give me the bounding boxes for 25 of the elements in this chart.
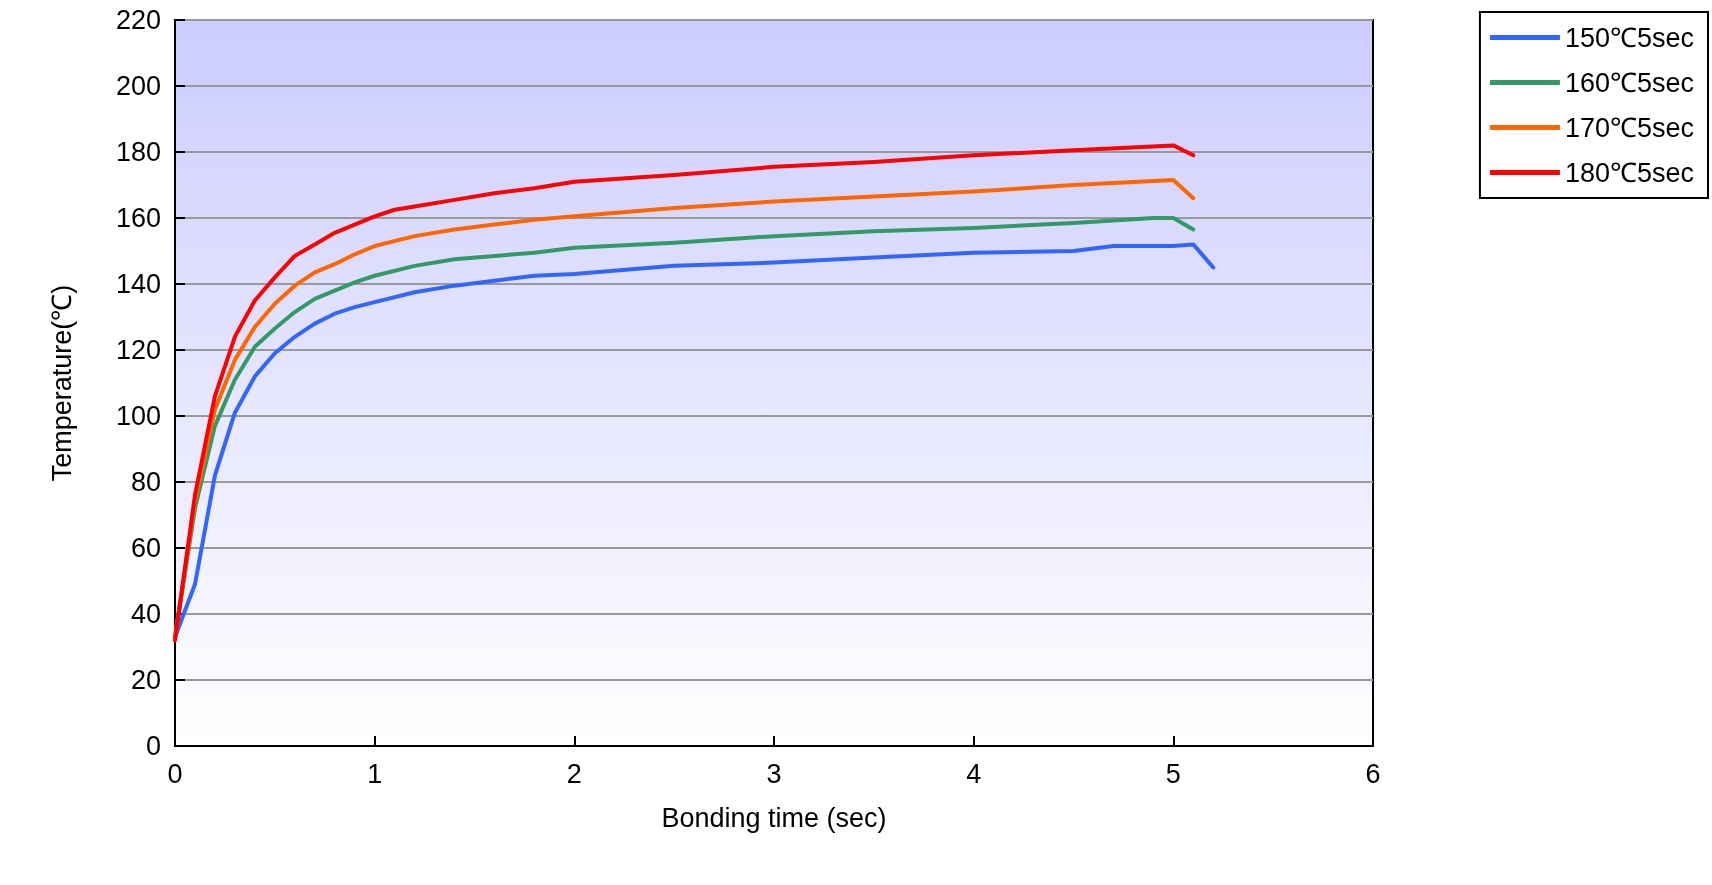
x-tick-label: 5	[1165, 758, 1181, 789]
y-tick-label: 140	[115, 269, 161, 299]
y-tick-label: 180	[115, 137, 161, 167]
x-tick-label: 2	[566, 758, 582, 789]
x-tick-label: 4	[966, 758, 982, 789]
y-tick-label: 100	[115, 401, 161, 431]
y-tick-label: 120	[115, 335, 161, 365]
x-tick-label: 6	[1365, 758, 1381, 789]
x-axis-title: Bonding time (sec)	[661, 802, 887, 833]
legend-label: 150℃5sec	[1564, 22, 1695, 53]
x-tick-label: 1	[367, 758, 383, 789]
legend-label: 160℃5sec	[1564, 67, 1695, 98]
legend-label: 170℃5sec	[1564, 112, 1695, 143]
x-tick-label: 0	[167, 758, 183, 789]
y-axis-title: Temperature(℃)	[46, 284, 77, 482]
y-tick-label: 0	[145, 731, 161, 761]
y-tick-label: 220	[115, 5, 161, 35]
x-tick-label: 3	[766, 758, 782, 789]
y-tick-label: 20	[130, 665, 161, 695]
y-tick-label: 80	[130, 467, 161, 497]
y-tick-label: 160	[115, 203, 161, 233]
y-tick-label: 40	[130, 599, 161, 629]
y-tick-label: 200	[115, 71, 161, 101]
legend-label: 180℃5sec	[1564, 157, 1695, 188]
y-tick-label: 60	[130, 533, 161, 563]
